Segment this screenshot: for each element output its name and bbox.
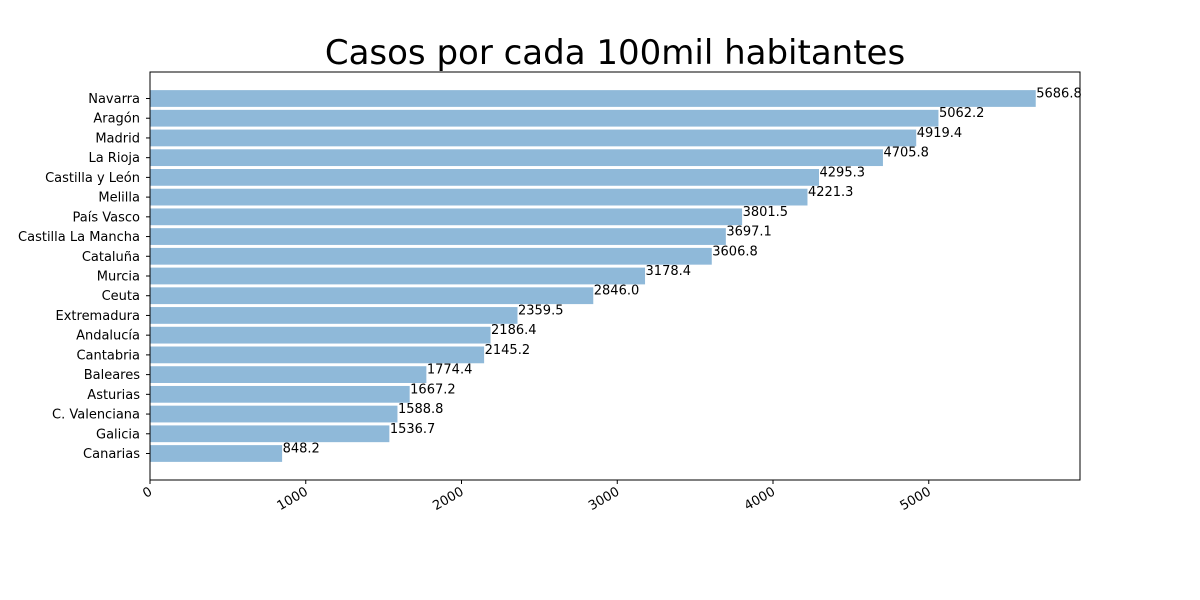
category-label: Extremadura [56, 309, 141, 324]
bar [150, 307, 518, 324]
bar [150, 405, 398, 423]
category-label: Canarias [83, 447, 140, 462]
x-tick-label: 0 [140, 484, 155, 501]
category-label: Aragón [93, 112, 140, 127]
category-label: Cataluña [82, 250, 140, 265]
category-label: C. Valenciana [52, 408, 140, 423]
value-label: 2359.5 [518, 303, 564, 318]
bar [150, 425, 390, 443]
value-label: 3801.5 [743, 205, 789, 220]
category-label: Andalucía [76, 329, 140, 344]
bar [150, 346, 485, 364]
x-tick-label: 2000 [430, 484, 466, 514]
value-label: 4295.3 [820, 165, 866, 180]
value-label: 5062.2 [939, 106, 985, 121]
x-tick-label: 1000 [275, 484, 311, 514]
value-label: 1667.2 [410, 382, 456, 397]
value-label: 5686.8 [1036, 87, 1082, 102]
category-label: Cantabria [76, 348, 140, 363]
value-label: 4919.4 [917, 126, 963, 141]
value-label: 1588.8 [398, 402, 444, 417]
bar [150, 188, 808, 206]
bars-layer [150, 90, 1036, 462]
x-axis: 0 1000 2000 3000 4000 5000 [140, 480, 934, 514]
value-label: 2846.0 [594, 284, 640, 299]
bar [150, 445, 283, 462]
category-label: La Rioja [88, 151, 140, 166]
category-label: País Vasco [73, 210, 141, 225]
bar [150, 169, 820, 186]
plot-frame [149, 71, 1081, 481]
value-label: 3606.8 [712, 244, 758, 259]
x-tick-label: 4000 [742, 484, 778, 514]
bar [150, 149, 883, 167]
value-label: 3697.1 [726, 225, 772, 240]
bar [150, 287, 594, 305]
bar [150, 109, 939, 127]
category-label: Ceuta [102, 289, 140, 304]
category-label: Asturias [87, 388, 140, 403]
value-label: 2145.2 [485, 343, 531, 358]
value-label: 3178.4 [646, 264, 692, 279]
category-label: Castilla La Mancha [18, 230, 140, 245]
value-label: 848.2 [283, 442, 320, 457]
category-labels: Navarra Aragón Madrid La Rioja Castilla y Le… [18, 92, 150, 462]
bar [150, 208, 743, 226]
value-label: 4221.3 [808, 185, 854, 200]
category-label: Murcia [97, 270, 140, 285]
category-label: Galicia [96, 427, 140, 442]
value-label: 2186.4 [491, 323, 537, 338]
value-labels: 5686.8 5062.2 4919.4 4705.8 4295.3 4221.3 3801… [283, 87, 1082, 457]
bar [150, 129, 917, 147]
bar [150, 267, 646, 285]
x-tick-label: 5000 [898, 484, 934, 514]
bar [150, 326, 491, 344]
category-label: Baleares [84, 368, 141, 383]
category-label: Madrid [95, 131, 140, 146]
bar [150, 385, 410, 403]
bar [150, 90, 1036, 107]
value-label: 4705.8 [883, 146, 929, 161]
category-label: Navarra [88, 92, 140, 107]
chart-title: Casos por cada 100mil habitantes [325, 33, 905, 73]
bar [150, 366, 427, 383]
category-label: Castilla y León [45, 171, 140, 186]
value-label: 1536.7 [390, 422, 436, 437]
value-label: 1774.4 [427, 363, 473, 378]
category-label: Melilla [98, 191, 140, 206]
bar [150, 247, 712, 265]
x-tick-label: 3000 [586, 484, 622, 514]
bar [150, 228, 726, 245]
